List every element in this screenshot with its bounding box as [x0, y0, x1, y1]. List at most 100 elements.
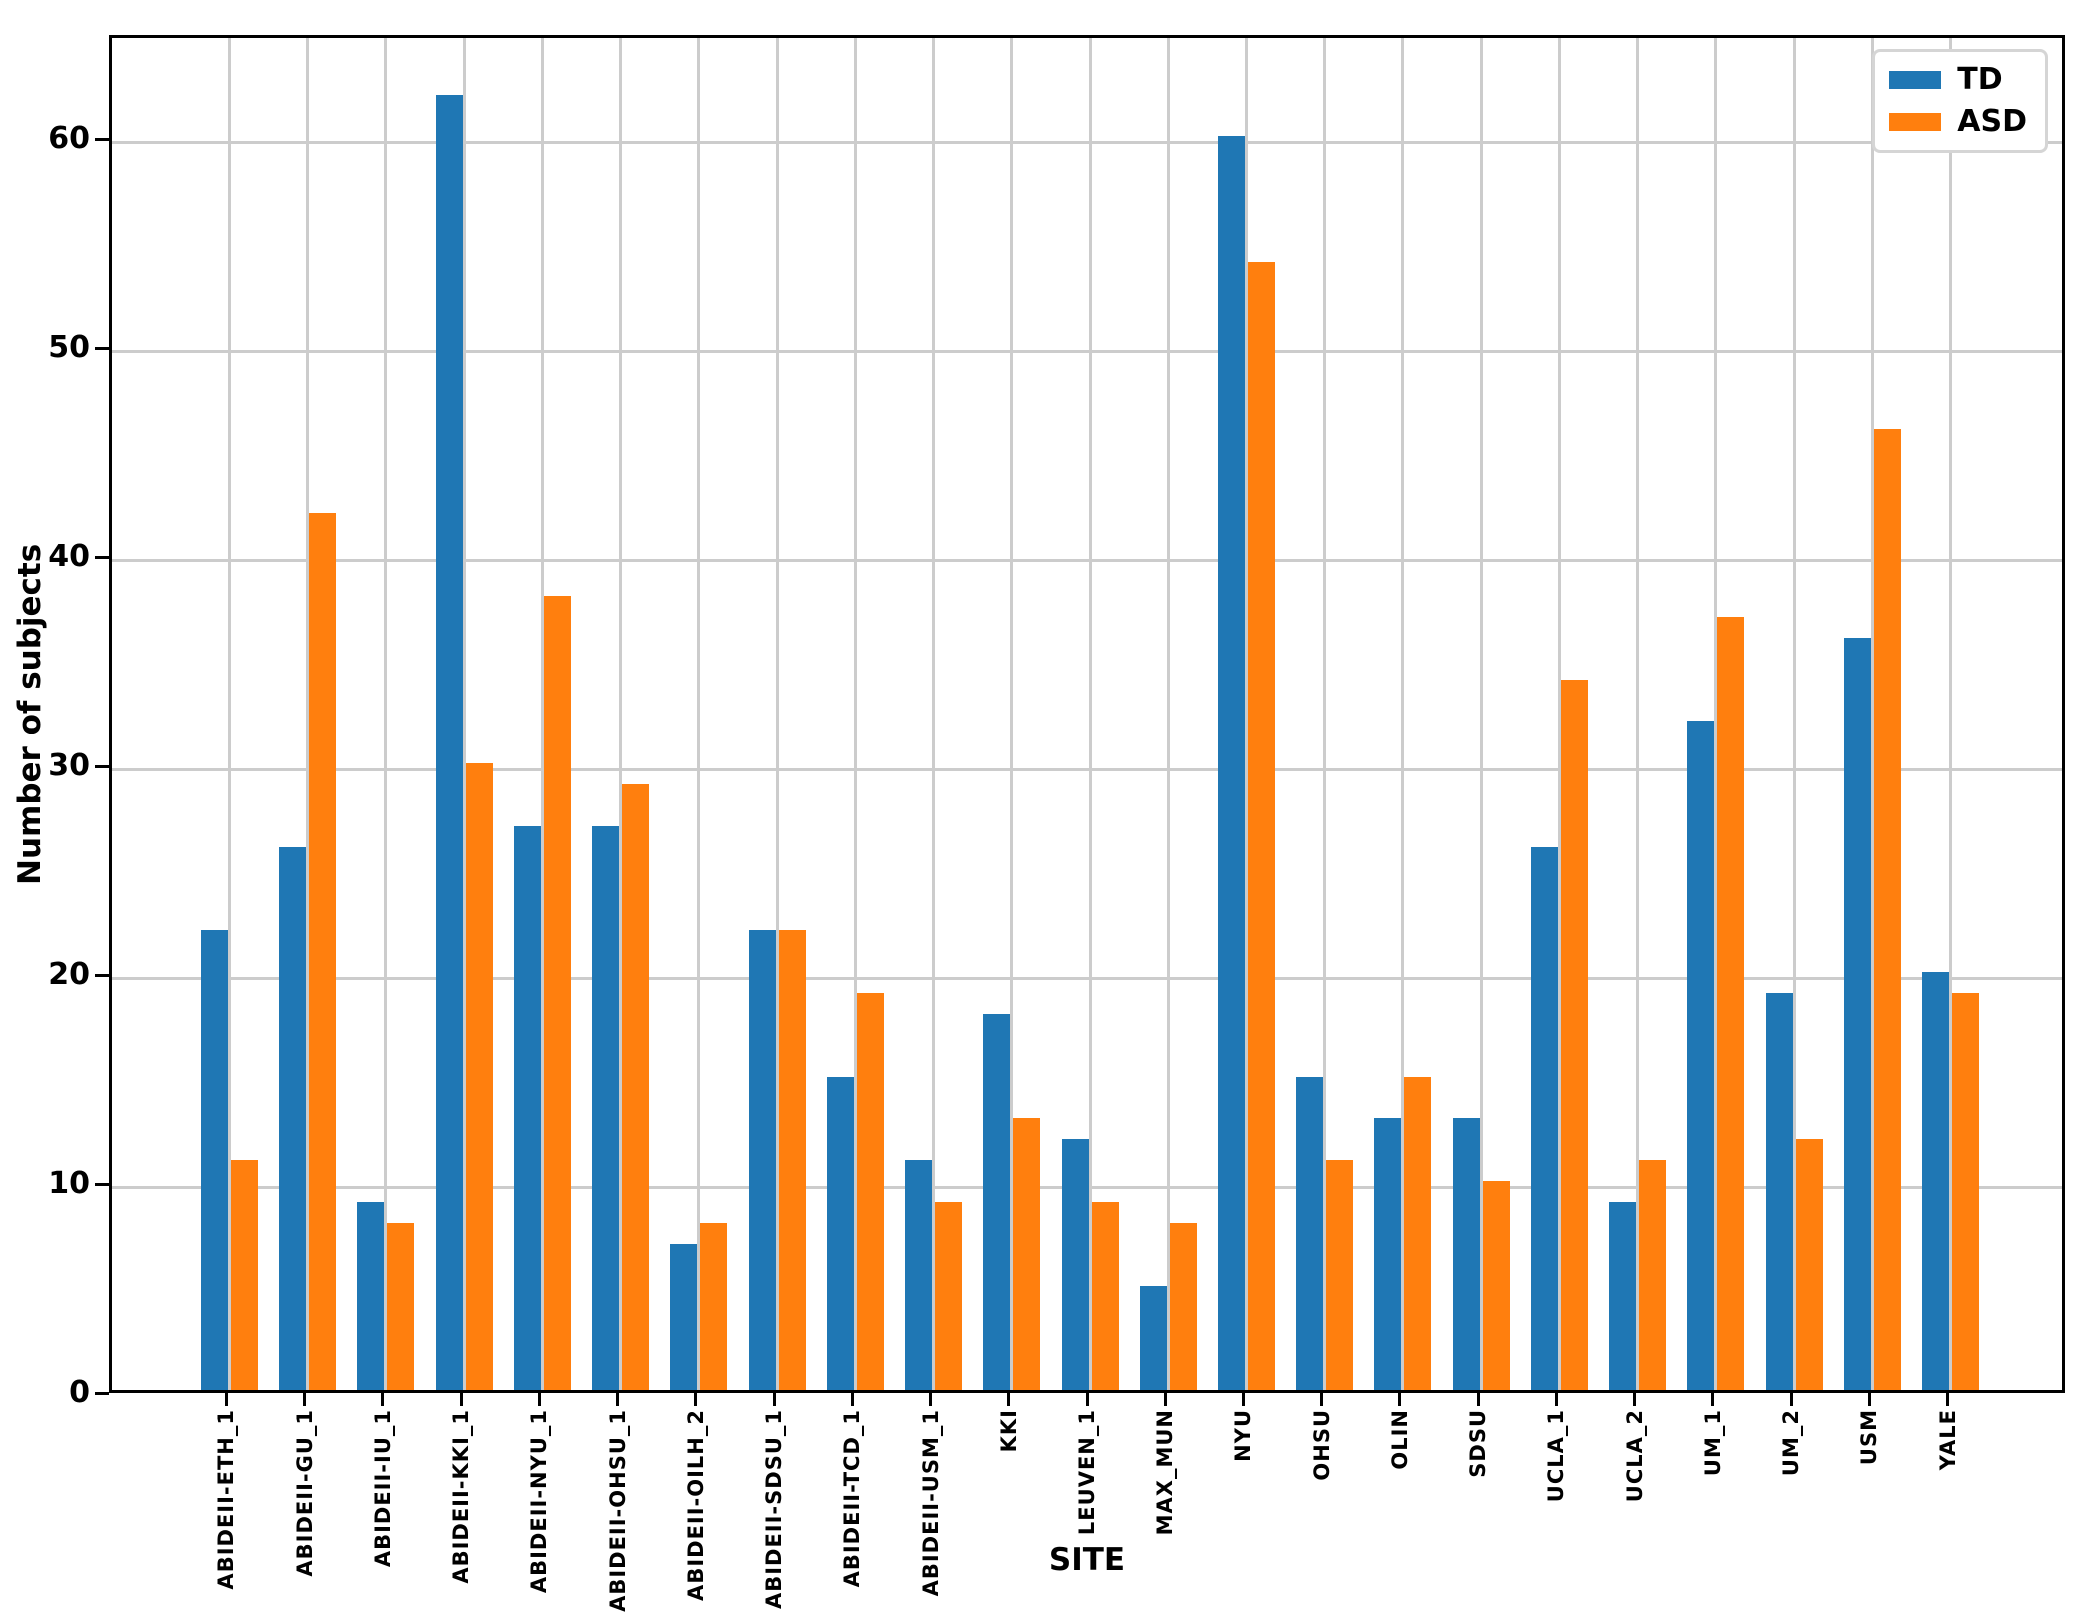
y-tick-mark: [95, 764, 109, 768]
x-tick-label: KKI: [996, 1409, 1021, 1453]
bar-asd-LEUVEN_1: [1091, 1201, 1119, 1390]
x-tick-mark: [1867, 1393, 1871, 1406]
x-tick-label: OLIN: [1387, 1409, 1412, 1470]
x-tick-label: ABIDEII-KKI_1: [449, 1409, 474, 1584]
x-tick-label: ABIDEII-ETH_1: [214, 1409, 239, 1590]
bar-td-ABIDEII-ETH_1: [200, 930, 228, 1390]
y-gridline: [112, 767, 2062, 771]
x-gridline: [697, 38, 701, 1390]
bar-td-USM: [1843, 637, 1871, 1390]
bar-td-ABIDEII-KKI_1: [435, 94, 463, 1390]
x-tick-mark: [1241, 1393, 1245, 1406]
bar-td-UM_1: [1687, 721, 1715, 1390]
x-tick-label: OHSU: [1309, 1409, 1334, 1481]
x-gridline: [462, 38, 466, 1390]
y-tick-label: 50: [48, 330, 90, 366]
bar-td-ABIDEII-OHSU_1: [592, 825, 620, 1390]
bar-asd-KKI: [1013, 1118, 1041, 1390]
x-tick-label: SDSU: [1466, 1409, 1491, 1478]
x-tick-label: MAX_MUN: [1153, 1409, 1178, 1536]
bar-asd-ABIDEII-OHSU_1: [622, 784, 650, 1390]
bar-asd-ABIDEII-USM_1: [935, 1201, 963, 1390]
x-tick-mark: [459, 1393, 463, 1406]
x-tick-mark: [850, 1393, 854, 1406]
x-tick-mark: [616, 1393, 620, 1406]
bar-td-NYU: [1217, 136, 1245, 1390]
bar-asd-UM_2: [1795, 1139, 1823, 1390]
bar-asd-ABIDEII-OILH_2: [700, 1222, 728, 1390]
x-gridline: [1557, 38, 1561, 1390]
y-tick-mark: [95, 1391, 109, 1395]
bar-td-ABIDEII-SDSU_1: [748, 930, 776, 1390]
bar-td-MAX_MUN: [1139, 1285, 1167, 1390]
bar-td-UM_2: [1765, 993, 1793, 1390]
bar-td-LEUVEN_1: [1061, 1139, 1089, 1390]
x-gridline: [1088, 38, 1092, 1390]
bar-asd-SDSU: [1482, 1181, 1510, 1390]
legend-label: TD: [1957, 62, 2003, 97]
x-tick-label: ABIDEII-GU_1: [292, 1409, 317, 1577]
bar-td-ABIDEII-OILH_2: [670, 1243, 698, 1390]
x-tick-mark: [1163, 1393, 1167, 1406]
legend: TD ASD: [1872, 49, 2048, 153]
y-tick-label: 0: [69, 1375, 90, 1410]
x-tick-mark: [1007, 1393, 1011, 1406]
bar-asd-OHSU: [1326, 1160, 1354, 1390]
x-tick-label: LEUVEN_1: [1075, 1409, 1099, 1536]
x-tick-mark: [381, 1393, 385, 1406]
y-tick-label: 30: [48, 748, 90, 784]
y-tick-mark: [95, 346, 109, 350]
x-tick-label: ABIDEII-NYU_1: [527, 1409, 552, 1594]
bar-td-ABIDEII-TCD_1: [826, 1076, 854, 1390]
x-tick-label: ABIDEII-SDSU_1: [762, 1409, 787, 1610]
x-tick-label: ABIDEII-IU_1: [370, 1409, 395, 1568]
x-tick-label: ABIDEII-OILH_2: [683, 1409, 708, 1601]
plot-area: TD ASD: [109, 35, 2065, 1393]
bar-td-SDSU: [1452, 1118, 1480, 1390]
x-tick-label: YALE: [1935, 1409, 1960, 1471]
bar-td-ABIDEII-GU_1: [279, 846, 307, 1390]
x-gridline: [932, 38, 936, 1390]
x-gridline: [1401, 38, 1405, 1390]
y-tick-mark: [95, 555, 109, 559]
x-tick-mark: [1476, 1393, 1480, 1406]
bar-asd-MAX_MUN: [1169, 1222, 1197, 1390]
x-gridline: [1949, 38, 1953, 1390]
y-gridline: [112, 140, 2062, 144]
y-tick-label: 40: [48, 539, 90, 575]
x-tick-mark: [772, 1393, 776, 1406]
y-gridline: [112, 976, 2062, 980]
bar-asd-UCLA_2: [1639, 1160, 1667, 1390]
legend-swatch-td: [1889, 71, 1942, 89]
x-tick-label: UCLA_1: [1544, 1409, 1569, 1503]
x-tick-mark: [303, 1393, 307, 1406]
x-tick-mark: [1320, 1393, 1324, 1406]
bar-asd-ABIDEII-IU_1: [387, 1222, 415, 1390]
bar-td-OHSU: [1296, 1076, 1324, 1390]
x-tick-label: UCLA_2: [1622, 1409, 1647, 1503]
x-gridline: [1166, 38, 1170, 1390]
bar-td-ABIDEII-IU_1: [357, 1201, 385, 1390]
x-tick-mark: [1554, 1393, 1558, 1406]
x-gridline: [775, 38, 779, 1390]
bar-td-UCLA_2: [1609, 1201, 1637, 1390]
bar-td-ABIDEII-USM_1: [905, 1160, 933, 1390]
bar-asd-UM_1: [1717, 617, 1745, 1390]
legend-label: ASD: [1957, 104, 2027, 139]
bar-asd-ABIDEII-GU_1: [309, 512, 337, 1390]
x-tick-mark: [1398, 1393, 1402, 1406]
x-tick-label: UM_2: [1779, 1409, 1804, 1477]
x-gridline: [619, 38, 623, 1390]
legend-item-td: TD: [1889, 64, 2027, 96]
y-tick-mark: [95, 973, 109, 977]
x-tick-label: UM_1: [1700, 1409, 1725, 1477]
y-tick-mark: [95, 137, 109, 141]
bar-asd-UCLA_1: [1560, 679, 1588, 1390]
x-tick-label: ABIDEII-OHSU_1: [605, 1409, 630, 1612]
x-tick-label: NYU: [1231, 1409, 1256, 1462]
y-tick-label: 60: [48, 121, 90, 157]
x-tick-mark: [1789, 1393, 1793, 1406]
x-tick-mark: [537, 1393, 541, 1406]
bar-asd-ABIDEII-KKI_1: [465, 763, 493, 1390]
